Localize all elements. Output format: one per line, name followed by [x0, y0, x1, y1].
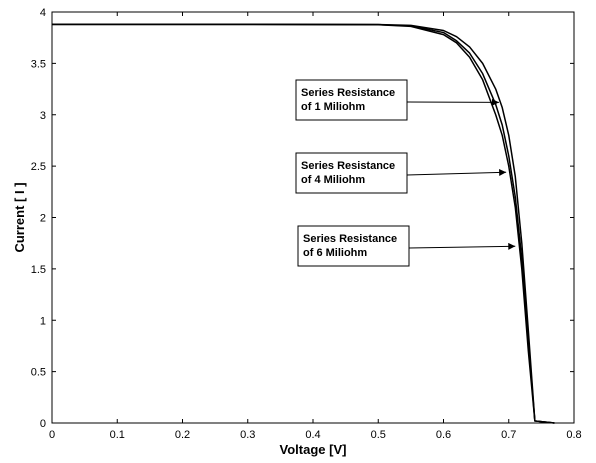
- annotation-3: Series Resistance of 6 Miliohm: [297, 225, 516, 267]
- y-tick-label: 2.5: [31, 161, 46, 173]
- y-tick-label: 2: [40, 213, 46, 225]
- x-tick-label: 0.8: [566, 429, 581, 441]
- series-layer: [52, 23, 555, 424]
- annotation-text: Series Resistance: [301, 160, 395, 172]
- y-tick-label: 1: [40, 315, 46, 327]
- x-tick-label: 0.6: [436, 429, 451, 441]
- annotation-box: [295, 152, 408, 194]
- y-tick-label: 4: [40, 7, 46, 19]
- x-tick-label: 0.1: [110, 429, 125, 441]
- annotation-2: Series Resistance of 4 Miliohm: [295, 152, 507, 194]
- annotation-text: Series Resistance: [303, 233, 397, 245]
- y-tick-label: 0: [40, 418, 46, 430]
- x-tick-label: 0: [49, 429, 55, 441]
- annotation-text: Series Resistance: [301, 87, 395, 99]
- x-tick-label: 0.5: [371, 429, 386, 441]
- annotation-box: [297, 225, 410, 267]
- y-axis-title: Current [ I ]: [12, 182, 27, 252]
- annotation-1: Series Resistance of 1 Miliohm: [295, 79, 499, 121]
- annotation-text: of 6 Miliohm: [303, 247, 367, 259]
- annotation-text: of 4 Miliohm: [301, 174, 365, 186]
- x-tick-label: 0.7: [501, 429, 516, 441]
- y-tick-label: 3: [40, 110, 46, 122]
- annotation-text: of 1 Miliohm: [301, 101, 365, 113]
- y-tick-label: 1.5: [31, 264, 46, 276]
- y-tick-label: 0.5: [31, 367, 46, 379]
- x-tick-label: 0.4: [305, 429, 320, 441]
- annotation-arrow: [408, 242, 516, 250]
- x-tick-label: 0.2: [175, 429, 190, 441]
- y-tick-label: 3.5: [31, 58, 46, 70]
- ticks-layer: 0 0.1 0.2 0.3 0.4 0.5 0.6 0.7 0.8 0 0.5 1 1.5 2 2.5 3 3.…: [31, 7, 582, 441]
- series-line-3: [52, 23, 555, 424]
- annotation-box: [295, 79, 408, 121]
- annotation-arrow: [406, 168, 507, 176]
- x-tick-label: 0.3: [240, 429, 255, 441]
- x-axis-title: Voltage [V]: [280, 442, 347, 457]
